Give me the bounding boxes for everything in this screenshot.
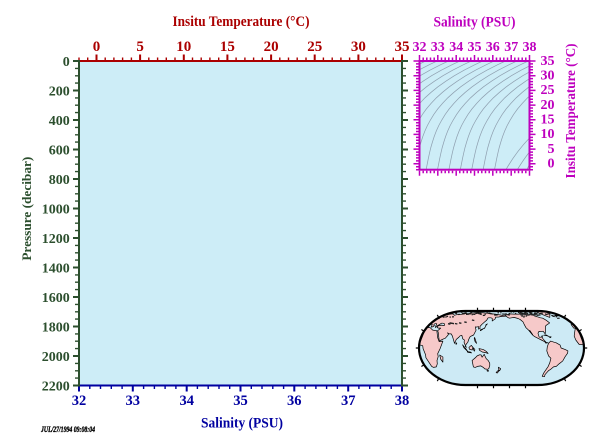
svg-text:20: 20 [264, 39, 279, 55]
svg-text:37: 37 [341, 393, 356, 409]
svg-text:35: 35 [541, 54, 555, 69]
svg-text:30: 30 [351, 39, 366, 55]
svg-text:34: 34 [449, 40, 463, 55]
svg-text:Salinity (PSU): Salinity (PSU) [434, 15, 516, 31]
svg-text:34: 34 [179, 393, 194, 409]
svg-text:35: 35 [395, 39, 410, 55]
svg-text:0: 0 [548, 157, 555, 172]
svg-text:0: 0 [93, 39, 101, 55]
svg-text:2200: 2200 [42, 379, 70, 394]
svg-text:0: 0 [63, 55, 70, 70]
svg-text:200: 200 [49, 84, 70, 99]
svg-text:Insitu Temperature (°C): Insitu Temperature (°C) [173, 14, 310, 30]
svg-text:35: 35 [468, 40, 482, 55]
svg-text:25: 25 [541, 83, 555, 98]
svg-text:1800: 1800 [42, 320, 70, 335]
svg-text:Salinity (PSU): Salinity (PSU) [201, 416, 283, 432]
svg-text:15: 15 [220, 39, 235, 55]
svg-text:33: 33 [126, 393, 141, 409]
svg-text:38: 38 [395, 393, 410, 409]
svg-text:1600: 1600 [42, 291, 70, 306]
svg-text:32: 32 [413, 40, 427, 55]
svg-text:5: 5 [136, 39, 144, 55]
svg-text:20: 20 [541, 98, 555, 113]
svg-text:1000: 1000 [42, 202, 70, 217]
svg-text:5: 5 [548, 142, 555, 157]
svg-text:25: 25 [307, 39, 322, 55]
svg-text:35: 35 [233, 393, 248, 409]
svg-text:10: 10 [176, 39, 191, 55]
svg-text:37: 37 [504, 40, 518, 55]
svg-text:Pressure (decibar): Pressure (decibar) [19, 157, 34, 261]
svg-text:1400: 1400 [42, 261, 70, 276]
svg-text:30: 30 [541, 69, 555, 84]
svg-text:32: 32 [72, 393, 87, 409]
svg-text:JUL/27/1994 09:08:04: JUL/27/1994 09:08:04 [40, 425, 95, 434]
svg-text:36: 36 [486, 40, 500, 55]
svg-text:38: 38 [523, 40, 537, 55]
svg-text:33: 33 [431, 40, 445, 55]
svg-text:600: 600 [49, 143, 70, 158]
svg-text:800: 800 [49, 173, 70, 188]
svg-text:1200: 1200 [42, 232, 70, 247]
svg-text:Insitu Temperature (°C): Insitu Temperature (°C) [564, 43, 579, 178]
svg-text:2000: 2000 [42, 350, 70, 365]
svg-text:10: 10 [541, 127, 555, 142]
svg-text:400: 400 [49, 114, 70, 129]
svg-text:15: 15 [541, 113, 555, 128]
svg-text:36: 36 [287, 393, 302, 409]
